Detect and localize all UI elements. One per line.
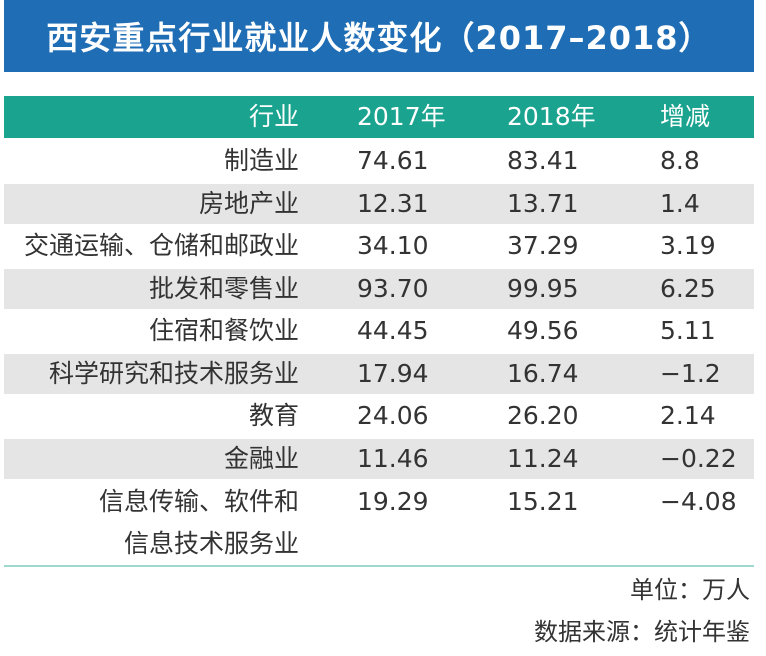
value-cell: 2.14 xyxy=(660,401,716,430)
column-header: 2017年 xyxy=(357,102,446,131)
value-cell: −1.2 xyxy=(660,358,721,388)
table-row: 教育 24.06 26.20 2.14 xyxy=(4,396,754,436)
value-cell: 1.4 xyxy=(660,188,700,218)
value-cell: 13.71 xyxy=(507,188,579,218)
column-header: 2018年 xyxy=(507,102,596,131)
value-cell: 93.70 xyxy=(357,273,429,303)
industry-cell: 房地产业 xyxy=(198,188,299,218)
value-cell: 44.45 xyxy=(357,316,429,345)
table: 行业 2017年 2018年 增减制造业 74.61 83.41 8.8 房地产业 12.31 1… xyxy=(4,96,754,568)
table-row: 科学研究和技术服务业 17.94 16.74 −1.2 xyxy=(4,353,754,394)
value-cell: 37.29 xyxy=(507,231,579,260)
industry-cell: 制造业 xyxy=(223,146,299,175)
title: 西安重点行业就业人数变化（2017–2018） xyxy=(4,0,754,72)
value-cell: 11.46 xyxy=(357,443,429,473)
value-cell: 26.20 xyxy=(507,401,579,430)
unit-note: 单位：万人 xyxy=(630,576,750,604)
industry-cell: 住宿和餐饮业 xyxy=(148,316,299,345)
table-row: 制造业 74.61 83.41 8.8 xyxy=(4,141,754,181)
value-cell: 8.8 xyxy=(660,146,700,175)
value-cell: 19.29 xyxy=(357,487,429,516)
value-cell: 6.25 xyxy=(660,273,716,303)
value-cell: 3.19 xyxy=(660,231,716,260)
table-row: 金融业 11.46 11.24 −0.22 xyxy=(4,438,754,479)
table-row: 信息传输、软件和 信息技术服务业 19.29 15.21 −4.08 xyxy=(4,481,754,565)
value-cell: 99.95 xyxy=(507,273,579,303)
value-cell: 49.56 xyxy=(507,316,579,345)
column-header: 增减 xyxy=(660,102,711,131)
industry-cell: 科学研究和技术服务业 xyxy=(48,358,299,388)
value-cell: 17.94 xyxy=(357,358,429,388)
industry-cell: 交通运输、仓储和邮政业 xyxy=(23,231,299,260)
value-cell: −0.22 xyxy=(660,443,737,473)
value-cell: 83.41 xyxy=(507,146,579,175)
value-cell: −4.08 xyxy=(660,487,737,516)
table-row: 住宿和餐饮业 44.45 49.56 5.11 xyxy=(4,311,754,351)
industry-cell: 批发和零售业 xyxy=(148,273,299,303)
value-cell: 34.10 xyxy=(357,231,429,260)
table-row: 交通运输、仓储和邮政业 34.10 37.29 3.19 xyxy=(4,226,754,266)
column-header: 行业 xyxy=(248,102,299,131)
value-cell: 24.06 xyxy=(357,401,429,430)
industry-cell: 教育 xyxy=(248,401,299,430)
value-cell: 11.24 xyxy=(507,443,579,473)
value-cell: 15.21 xyxy=(507,487,579,516)
rule xyxy=(4,565,754,567)
value-cell: 5.11 xyxy=(660,316,716,345)
source-note: 数据来源：统计年鉴 xyxy=(534,618,750,646)
table-row: 批发和零售业 93.70 99.95 6.25 xyxy=(4,268,754,309)
table-row: 房地产业 12.31 13.71 1.4 xyxy=(4,183,754,224)
header-row: 行业 2017年 2018年 增减 xyxy=(4,96,754,138)
value-cell: 12.31 xyxy=(357,188,429,218)
industry-cell: 信息传输、软件和 信息技术服务业 xyxy=(98,487,299,558)
value-cell: 74.61 xyxy=(357,146,429,175)
industry-cell: 金融业 xyxy=(223,443,299,473)
value-cell: 16.74 xyxy=(507,358,579,388)
